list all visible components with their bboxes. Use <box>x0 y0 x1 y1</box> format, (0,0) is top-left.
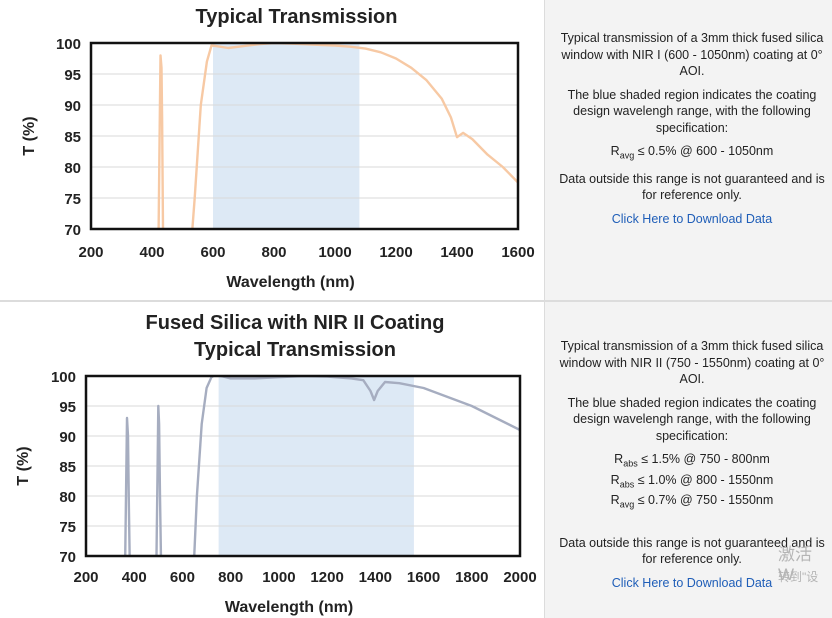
x-tick-label: 1400 <box>359 569 392 586</box>
plot-frame <box>89 41 520 231</box>
description-block-2: Typical transmission of a 3mm thick fuse… <box>559 338 825 598</box>
y-tick-label: 85 <box>59 459 76 476</box>
x-tick-label: 200 <box>78 244 103 261</box>
chart-cell-2: Fused Silica with NIR II Coating Typical … <box>0 302 543 618</box>
chart-cell-1: Typical Transmission 70 75 80 85 90 95 100 200 40… <box>0 0 543 300</box>
spec-line: Ravg ≤ 0.5% @ 600 - 1050nm <box>610 144 774 161</box>
description-text: Typical transmission of a 3mm thick fuse… <box>559 339 825 386</box>
y-tick-label: 75 <box>59 519 76 536</box>
description-block-1: Typical transmission of a 3mm thick fuse… <box>559 30 825 234</box>
y-tick-label: 100 <box>51 369 76 386</box>
y-tick-label: 80 <box>64 160 81 177</box>
chart-row-1: Typical Transmission 70 75 80 85 90 95 100 200 40… <box>0 0 832 301</box>
y-tick-label: 80 <box>59 489 76 506</box>
x-axis-label: Wavelength (nm) <box>225 599 353 616</box>
spec-line: Rabs ≤ 1.5% @ 750 - 800nm <box>614 452 770 469</box>
y-tick-label: 75 <box>64 191 81 208</box>
disclaimer: Data outside this range is not guarantee… <box>559 535 825 567</box>
y-tick-label: 95 <box>64 67 81 84</box>
y-tick-label: 70 <box>64 222 81 239</box>
y-tick-label: 70 <box>59 549 76 566</box>
x-axis-label: Wavelength (nm) <box>226 274 354 291</box>
x-tick-label: 2000 <box>503 569 536 586</box>
activation-watermark: 激活 W <box>778 545 812 584</box>
x-tick-label: 1800 <box>455 569 488 586</box>
x-tick-label: 200 <box>73 569 98 586</box>
y-axis-label: T (%) <box>21 116 38 155</box>
chart-row-2: Fused Silica with NIR II Coating Typical … <box>0 301 832 618</box>
transmission-curve <box>124 376 520 556</box>
description-cell-1: Typical transmission of a 3mm thick fuse… <box>544 0 832 300</box>
spec-list-2: Rabs ≤ 1.5% @ 750 - 800nm Rabs ≤ 1.0% @ … <box>559 451 825 513</box>
x-tick-label: 1200 <box>310 569 343 586</box>
shaded-note: The blue shaded region indicates the coa… <box>567 87 817 135</box>
y-tick-label: 90 <box>59 429 76 446</box>
spec-line: Rabs ≤ 1.0% @ 800 - 1550nm <box>610 472 774 490</box>
y-tick-label: 100 <box>56 36 81 53</box>
x-tick-label: 1400 <box>440 244 473 261</box>
activation-watermark-sub: 转到"设 <box>778 570 819 584</box>
chart-title: Fused Silica with NIR II Coating <box>146 312 445 334</box>
shaded-note: The blue shaded region indicates the coa… <box>567 395 817 443</box>
x-tick-label: 1600 <box>501 244 534 261</box>
x-tick-label: 800 <box>218 569 243 586</box>
x-tick-label: 400 <box>139 244 164 261</box>
download-data-link[interactable]: Click Here to Download Data <box>611 575 773 590</box>
download-data-link[interactable]: Click Here to Download Data <box>611 211 773 226</box>
plot-frame <box>84 374 522 558</box>
transmission-chart-2: Fused Silica with NIR II Coating Typical … <box>15 312 537 616</box>
chart-title: Typical Transmission <box>196 6 398 28</box>
description-text: Typical transmission of a 3mm thick fuse… <box>560 31 824 78</box>
x-tick-label: 400 <box>122 569 147 586</box>
spec-list-1: Ravg ≤ 0.5% @ 600 - 1050nm <box>559 143 825 164</box>
x-tick-label: 1000 <box>262 569 295 586</box>
x-tick-label: 600 <box>200 244 225 261</box>
y-tick-label: 95 <box>59 399 76 416</box>
y-tick-label: 90 <box>64 98 81 115</box>
y-tick-label: 85 <box>64 129 81 146</box>
x-tick-label: 800 <box>261 244 286 261</box>
description-cell-2: Typical transmission of a 3mm thick fuse… <box>544 302 832 618</box>
x-tick-label: 1000 <box>318 244 351 261</box>
x-tick-label: 600 <box>170 569 195 586</box>
chart-title: Typical Transmission <box>194 339 396 361</box>
x-tick-label: 1200 <box>379 244 412 261</box>
transmission-chart-1: Typical Transmission 70 75 80 85 90 95 100 200 40… <box>21 6 535 291</box>
x-tick-label: 1600 <box>407 569 440 586</box>
y-axis-label: T (%) <box>15 446 32 485</box>
spec-line: Ravg ≤ 0.7% @ 750 - 1550nm <box>610 493 774 510</box>
disclaimer: Data outside this range is not guarantee… <box>559 171 825 203</box>
